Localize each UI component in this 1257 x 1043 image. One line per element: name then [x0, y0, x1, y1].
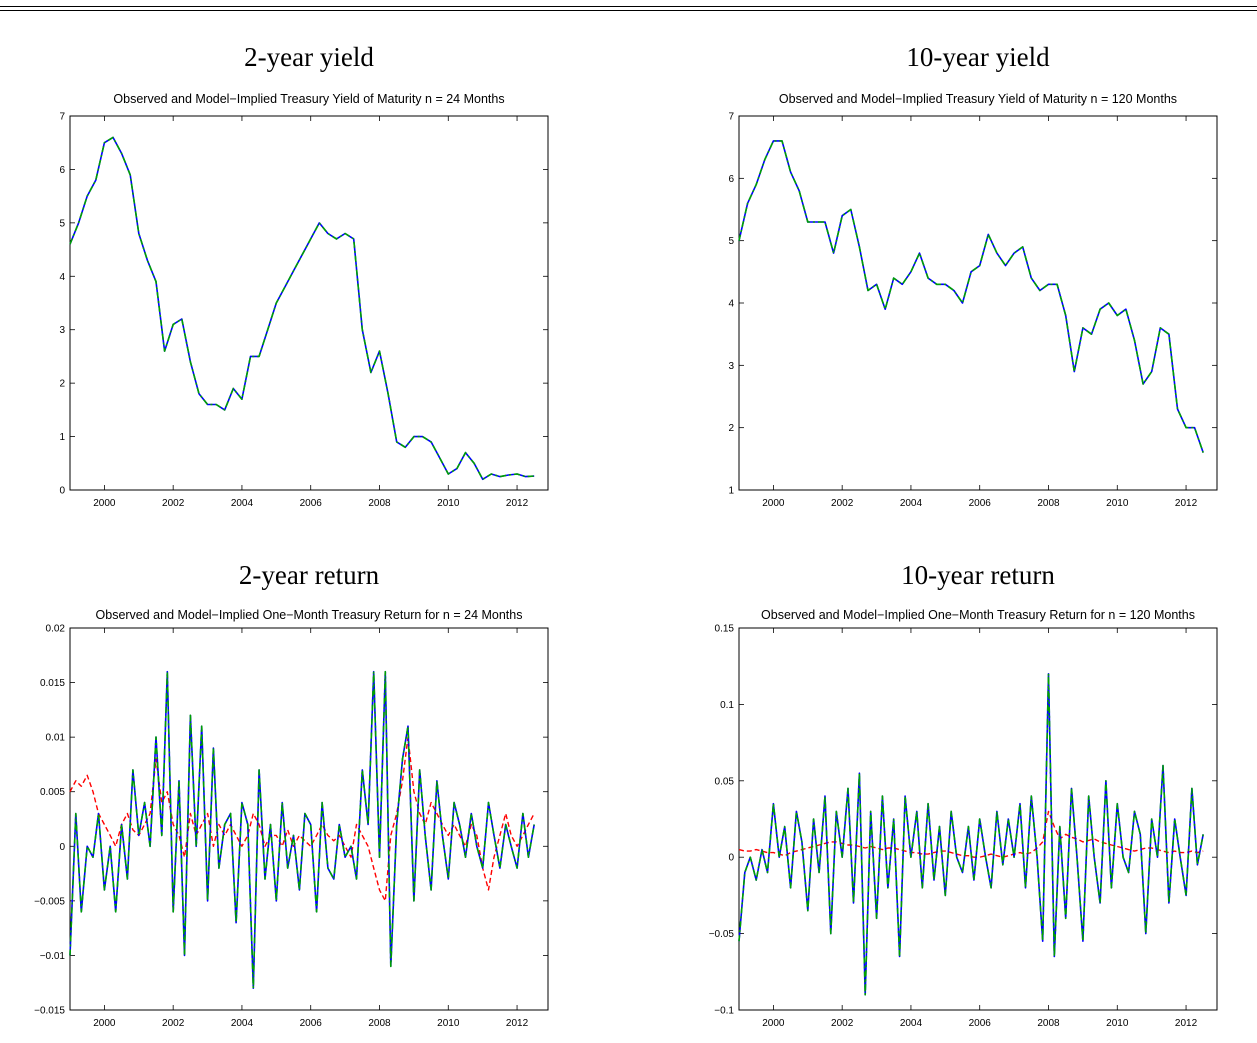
x-tick-label: 2010 [1106, 498, 1129, 509]
model-series-line [69, 670, 535, 990]
x-tick-label: 2000 [93, 1018, 116, 1029]
y-tick-label: 0 [59, 486, 65, 497]
y-tick-label: −0.01 [40, 951, 66, 962]
model-series-line [738, 140, 1204, 453]
y-tick-label: 0 [728, 853, 734, 864]
y-tick-label: 0.01 [46, 733, 66, 744]
plot-frame [738, 627, 1218, 1011]
y-tick-label: 1 [728, 486, 734, 497]
panel-title: 2-year return [238, 560, 380, 590]
x-tick-label: 2000 [762, 1018, 785, 1029]
x-tick-label: 2006 [969, 1018, 992, 1029]
panel-title: 10-year return [901, 560, 1055, 590]
y-tick-label: 6 [59, 165, 65, 176]
y-tick-label: 2 [59, 379, 65, 390]
chart-title: Observed and Model−Implied One−Month Tre… [95, 608, 523, 622]
y-tick-label: 0.005 [40, 787, 65, 798]
x-tick-label: 2010 [1106, 1018, 1129, 1029]
panel-title: 2-year yield [244, 42, 374, 72]
model-series-line [738, 672, 1204, 996]
x-tick-label: 2008 [1037, 498, 1060, 509]
y-tick-label: 5 [728, 236, 734, 247]
x-tick-label: 2000 [762, 498, 785, 509]
y-tick-label: 1 [59, 432, 65, 443]
chart-plot: 0 1 2 3 4 5 6 7 2000 2002 2004 2006 2008 2010 2012 [59, 112, 549, 509]
y-tick-label: 0.1 [720, 700, 734, 711]
chart-plot: −0.1 −0.05 0 0.05 0.1 0.15 2000 2002 2004 2006 200… [709, 624, 1218, 1029]
x-tick-label: 2002 [831, 1018, 854, 1029]
x-tick-label: 2004 [231, 1018, 254, 1029]
x-tick-label: 2008 [1037, 1018, 1060, 1029]
y-tick-label: −0.005 [34, 896, 65, 907]
y-tick-label: 7 [59, 112, 65, 123]
x-tick-label: 2012 [1175, 498, 1198, 509]
y-tick-label: 6 [728, 174, 734, 185]
y-tick-label: 4 [728, 299, 734, 310]
x-tick-label: 2006 [300, 1018, 323, 1029]
y-tick-label: 0.15 [715, 624, 735, 635]
chart-plot: −0.015 −0.01 −0.005 0 0.005 0.01 0.015 0.02 2000… [34, 624, 549, 1029]
y-tick-label: 0.015 [40, 678, 65, 689]
x-tick-label: 2004 [900, 498, 923, 509]
y-tick-label: 4 [59, 272, 65, 283]
x-tick-label: 2004 [231, 498, 254, 509]
x-tick-label: 2006 [969, 498, 992, 509]
x-tick-label: 2012 [506, 498, 529, 509]
x-tick-label: 2006 [300, 498, 323, 509]
x-tick-label: 2010 [437, 498, 460, 509]
x-tick-label: 2010 [437, 1018, 460, 1029]
x-tick-label: 2012 [1175, 1018, 1198, 1029]
observed-series-line [738, 672, 1204, 996]
chart-title: Observed and Model−Implied Treasury Yiel… [778, 92, 1178, 106]
y-tick-label: −0.05 [709, 929, 735, 940]
x-tick-label: 2000 [93, 498, 116, 509]
top-rule-second [0, 10, 1257, 11]
x-tick-label: 2004 [900, 1018, 923, 1029]
x-tick-label: 2002 [162, 1018, 185, 1029]
plot-frame [69, 115, 549, 491]
y-tick-label: 3 [728, 361, 734, 372]
top-rule [0, 6, 1257, 7]
y-tick-label: 0.05 [715, 776, 735, 787]
x-tick-label: 2012 [506, 1018, 529, 1029]
y-tick-label: 7 [728, 112, 734, 123]
y-tick-label: −0.1 [714, 1006, 734, 1017]
plot-frame [738, 115, 1218, 491]
chart-title: Observed and Model−Implied One−Month Tre… [761, 608, 1195, 622]
x-tick-label: 2008 [368, 1018, 391, 1029]
x-tick-label: 2002 [831, 498, 854, 509]
plot-frame [69, 627, 549, 1011]
chart-plot: 1 2 3 4 5 6 7 2000 2002 2004 2006 2008 2010 2012 [728, 112, 1218, 509]
y-tick-label: −0.015 [34, 1006, 65, 1017]
y-tick-label: 2 [728, 423, 734, 434]
y-tick-label: 0.02 [46, 624, 66, 635]
expected-series-line [69, 736, 535, 902]
observed-series-line [69, 136, 535, 481]
x-tick-label: 2002 [162, 498, 185, 509]
chart-title: Observed and Model−Implied Treasury Yiel… [113, 92, 505, 106]
y-tick-label: 5 [59, 218, 65, 229]
y-tick-label: 0 [59, 842, 65, 853]
x-tick-label: 2008 [368, 498, 391, 509]
panel-title: 10-year yield [906, 42, 1050, 72]
y-tick-label: 3 [59, 325, 65, 336]
model-series-line [69, 136, 535, 481]
observed-series-line [738, 140, 1204, 453]
